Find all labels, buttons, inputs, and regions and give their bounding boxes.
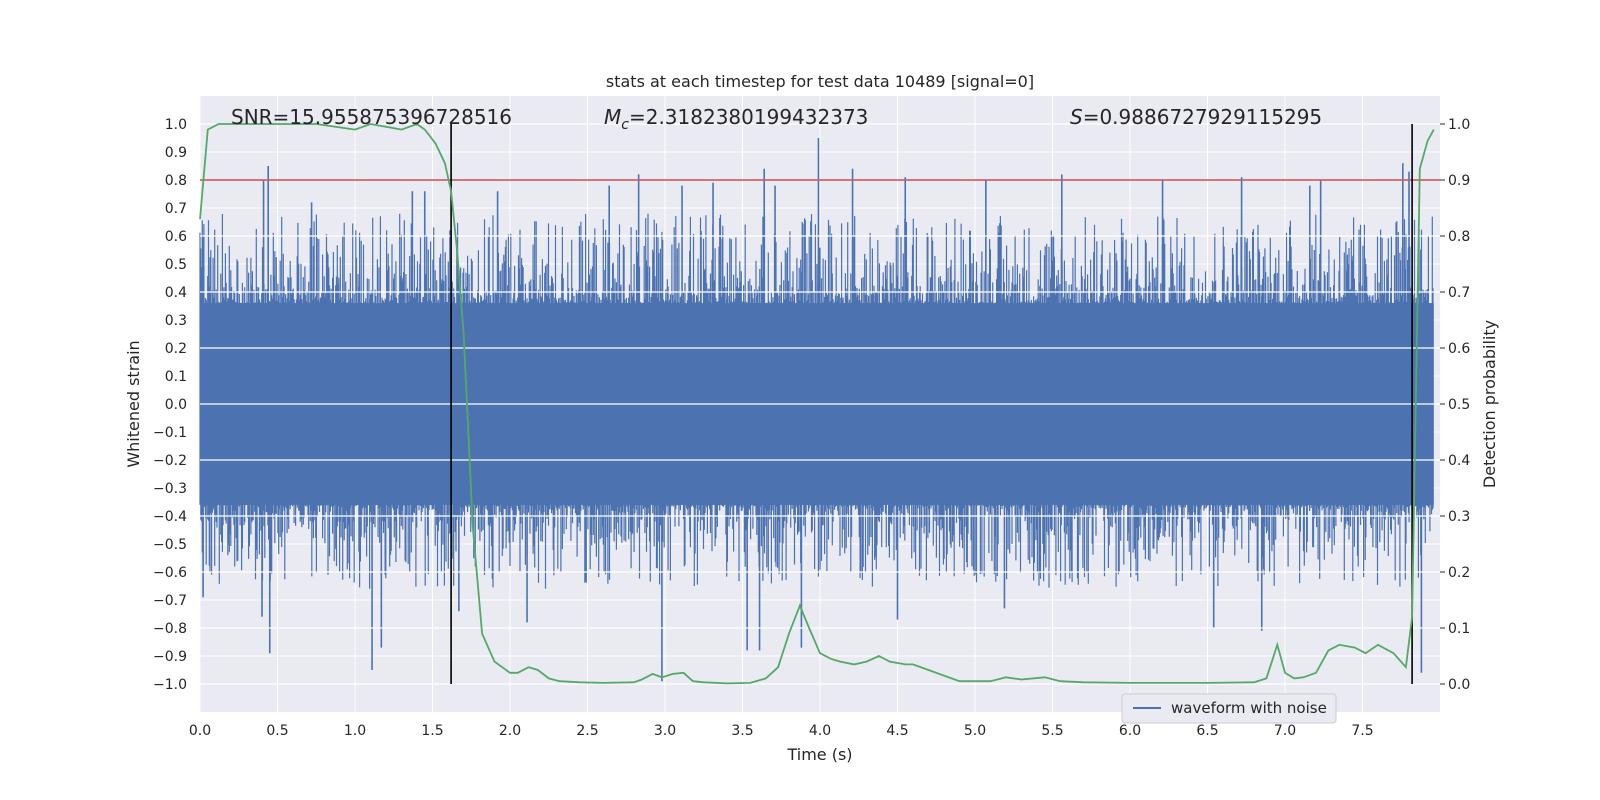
x-tick-label: 4.0 (809, 723, 831, 739)
chirp-mass-annotation: Mc=2.3182380199432373 (604, 105, 868, 133)
legend: waveform with noise (1121, 693, 1337, 724)
y2-axis-label: Detection probability (1480, 320, 1499, 488)
y2-tick-label: 0.6 (1448, 341, 1470, 357)
x-tick-label: 3.0 (654, 723, 676, 739)
y-tick-label: −0.9 (153, 649, 187, 665)
y-tick-label: 0.0 (165, 397, 187, 413)
y2-tick-label: 0.7 (1448, 285, 1470, 301)
y-tick-label: −0.3 (153, 481, 187, 497)
y-tick-label: 0.1 (165, 369, 187, 385)
legend-label: waveform with noise (1171, 699, 1327, 717)
x-tick-label: 5.0 (964, 723, 986, 739)
chirp-mass-value: =2.3182380199432373 (629, 105, 868, 129)
x-axis-label: Time (s) (786, 745, 852, 764)
detection-probability-line (199, 122, 1435, 685)
y-tick-label: −0.1 (153, 425, 187, 441)
y2-tick-label: 0.2 (1448, 565, 1470, 581)
y2-tick-label: 1.0 (1448, 117, 1470, 133)
y-tick-label: 0.4 (165, 285, 187, 301)
y2-tick-label: 0.8 (1448, 229, 1470, 245)
y2-tick-label: 0.9 (1448, 173, 1470, 189)
chart-title: stats at each timestep for test data 104… (606, 72, 1034, 91)
y-tick-label: 1.0 (165, 117, 187, 133)
ticks: 0.0 0.5 1.0 1.5 2.0 2.5 3.0 3.5 4.0 4.5 5.0 5.5 6.0 6… (153, 117, 1470, 739)
y-tick-label: 0.8 (165, 173, 187, 189)
y-tick-label: 0.6 (165, 229, 187, 245)
y-tick-label: −0.4 (153, 509, 187, 525)
s-symbol: S (1070, 105, 1083, 129)
x-tick-label: 6.5 (1196, 723, 1218, 739)
chirp-mass-symbol: M (604, 105, 621, 129)
y2-tick-label: 0.4 (1448, 453, 1470, 469)
x-tick-label: 7.0 (1274, 723, 1296, 739)
x-tick-label: 4.5 (886, 723, 908, 739)
y-tick-label: −0.5 (153, 537, 187, 553)
y2-tick-label: 0.3 (1448, 509, 1470, 525)
chirp-mass-subscript: c (621, 117, 629, 133)
y2-tick-label: 0.0 (1448, 677, 1470, 693)
x-tick-label: 5.5 (1041, 723, 1063, 739)
y-tick-label: 0.9 (165, 145, 187, 161)
x-tick-label: 6.0 (1119, 723, 1141, 739)
y-tick-label: 0.2 (165, 341, 187, 357)
y-tick-label: 0.7 (165, 201, 187, 217)
y2-tick-label: 0.5 (1448, 397, 1470, 413)
x-tick-label: 7.5 (1351, 723, 1373, 739)
overlays (199, 122, 1440, 685)
y-tick-label: −0.6 (153, 565, 187, 581)
x-tick-label: 0.5 (266, 723, 288, 739)
legend-box (1121, 693, 1337, 724)
x-tick-label: 1.0 (344, 723, 366, 739)
y2-tick-label: 0.1 (1448, 621, 1470, 637)
x-tick-label: 3.5 (731, 723, 753, 739)
y-tick-label: 0.3 (165, 313, 187, 329)
y-axis-label: Whitened strain (124, 340, 143, 467)
y-tick-label: −0.8 (153, 621, 187, 637)
y-tick-label: 0.5 (165, 257, 187, 273)
snr-annotation: SNR=15.955875396728516 (231, 105, 512, 129)
x-tick-label: 2.0 (499, 723, 521, 739)
y-tick-label: −0.2 (153, 453, 187, 469)
x-tick-label: 0.0 (189, 723, 211, 739)
x-tick-label: 1.5 (421, 723, 443, 739)
x-tick-label: 2.5 (576, 723, 598, 739)
y-tick-label: −1.0 (153, 677, 187, 693)
y-tick-label: −0.7 (153, 593, 187, 609)
s-value: =0.9886727929115295 (1083, 105, 1322, 129)
s-annotation: S=0.9886727929115295 (1070, 105, 1322, 129)
y2-gridlines (200, 123, 1440, 685)
